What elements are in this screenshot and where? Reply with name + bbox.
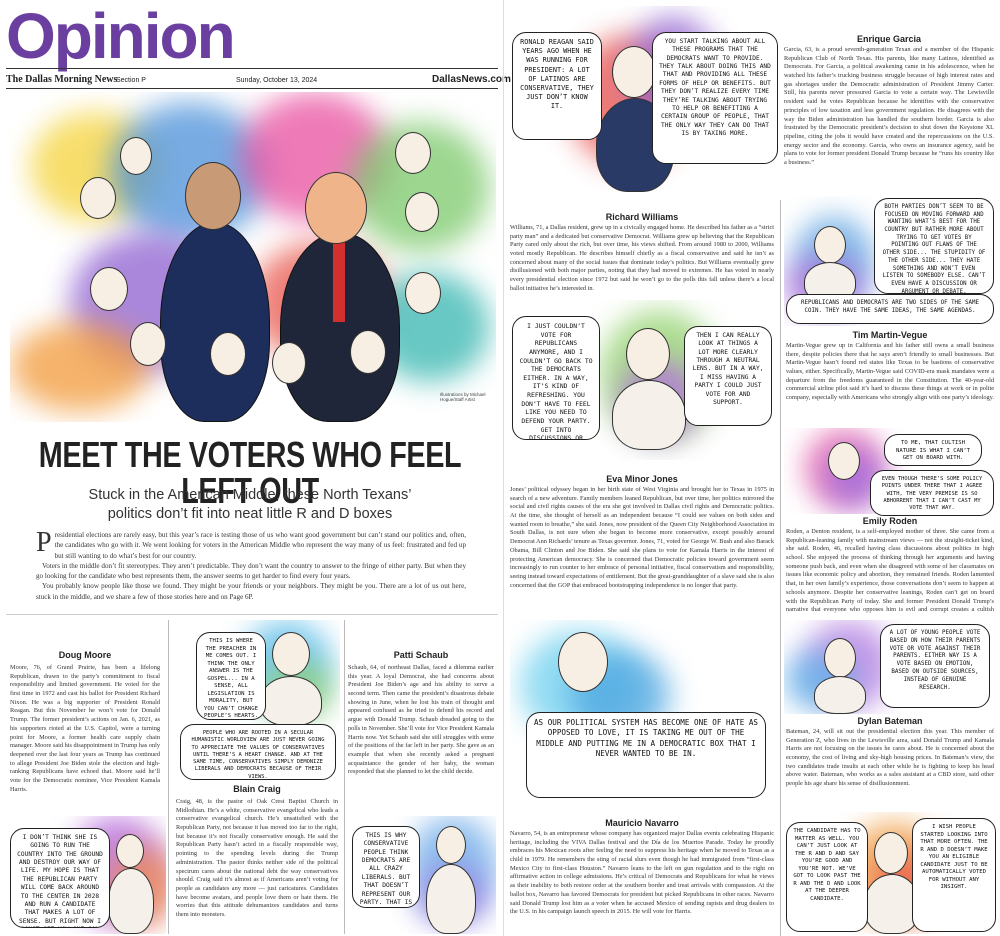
craig-name: Blain Craig	[233, 784, 281, 794]
schaub-illustration	[348, 816, 496, 934]
section-title: Opinion	[6, 0, 236, 72]
voter-head-7	[130, 322, 166, 366]
williams-bio: Williams, 71, a Dallas resident, grew up…	[510, 224, 774, 292]
moore-body	[108, 868, 154, 934]
roden-name: Emily Roden	[862, 516, 918, 526]
craig-head	[272, 632, 310, 676]
masthead-bottom-rule	[6, 88, 498, 89]
section-label: Section P	[116, 77, 146, 84]
schaub-head	[436, 826, 466, 864]
williams-quote-bubble-2: Then I can really look at things a lot m…	[684, 326, 772, 426]
bateman-head	[824, 638, 856, 678]
jones-bio: Jones’ political odyssey began in her bi…	[510, 486, 774, 589]
martin-name: Tim Martin-Vegue	[852, 330, 928, 340]
intro-dropcap: P	[36, 527, 52, 558]
williams-body	[612, 380, 686, 450]
jones-name: Eva Minor Jones	[606, 474, 678, 484]
roden-head	[828, 442, 860, 480]
navarro-quote-bubble-1: The candidate has to matter as well. You…	[786, 822, 868, 932]
main-headline: MEET THE VOTERS WHO FEEL LEFT OUT	[38, 434, 462, 511]
moore-head	[116, 834, 144, 868]
voter-head-3	[395, 132, 431, 174]
voter-head-5	[90, 267, 128, 311]
garcia-bio: Garcia, 63, is a proud seventh-generatio…	[784, 46, 994, 166]
schaub-name: Patti Schaub	[393, 650, 449, 660]
navarro-head	[874, 832, 908, 874]
roden-quote-bubble-2: Even though there’s some policy points u…	[870, 470, 994, 516]
navarro-quote-bubble-2: I wish people started looking into that …	[912, 818, 996, 932]
martin-illustration	[784, 196, 996, 326]
intro-bottom-rule	[6, 614, 498, 615]
voter-head-6	[405, 272, 441, 314]
voter-head-4	[405, 192, 439, 232]
harris-head	[185, 162, 241, 230]
column-divider	[344, 620, 345, 934]
garcia-head	[612, 46, 656, 98]
jones-quote-bubble: As our political system has become one o…	[526, 712, 766, 798]
intro-paragraph-3: You probably know people like those we f…	[36, 582, 466, 601]
williams-quote-bubble-1: I just couldn’t vote for Republicans any…	[512, 316, 600, 440]
bateman-body	[814, 676, 866, 714]
martin-head	[814, 226, 846, 264]
craig-bio: Craig, 48, is the pastor of Oak Crest Ba…	[176, 798, 338, 918]
column-divider	[168, 620, 169, 934]
navarro-bio: Navarro, 54, is an entrepreneur whose co…	[510, 830, 774, 916]
moore-name: Doug Moore	[58, 650, 112, 660]
martin-quote-bubble-1: Both parties don’t seem to be focused on…	[874, 198, 994, 294]
intro-paragraph-1: residential elections are rarely easy, b…	[54, 531, 466, 560]
schaub-quote-bubble: This is why conservative people think De…	[352, 826, 420, 908]
bateman-bio: Bateman, 24, will sit out the presidenti…	[786, 728, 994, 788]
intro-text: P residential elections are rarely easy,…	[36, 527, 466, 602]
group-illustration: Illustrations by Michael Hogue/Staff Art…	[10, 92, 496, 422]
roden-quote-bubble-1: To me, that cultish nature is what I can…	[884, 434, 982, 466]
jones-head	[558, 632, 608, 692]
martin-quote-bubble-2: Republicans and Democrats are two sides …	[786, 294, 994, 324]
bateman-illustration	[784, 620, 996, 714]
harris-figure	[160, 222, 270, 422]
page-divider	[503, 0, 504, 936]
williams-name: Richard Williams	[605, 212, 679, 222]
garcia-name: Enrique Garcia	[856, 34, 922, 44]
illustration-credit: Illustrations by Michael Hogue/Staff Art…	[440, 392, 486, 402]
watercolor-splash-orange	[10, 322, 150, 412]
website-name: DallasNews.com	[432, 74, 511, 85]
craig-body	[260, 676, 322, 726]
voter-head-8	[210, 332, 246, 376]
trump-figure	[280, 232, 400, 422]
voter-head-9	[272, 342, 306, 384]
deck-subheadline: Stuck in the American Middle, these Nort…	[88, 487, 412, 522]
trump-head	[305, 172, 367, 244]
martin-bio: Martin-Vegue grew up in California and h…	[786, 342, 994, 402]
schaub-body	[426, 864, 476, 934]
craig-quote-bubble-1: This is where the preacher in me comes o…	[196, 632, 266, 720]
issue-date: Sunday, October 13, 2024	[236, 77, 318, 84]
masthead-top-rule	[6, 68, 498, 69]
garcia-quote-bubble-2: You start talking about all these progra…	[652, 32, 778, 164]
intro-paragraph-2: Voters in the middle don’t fit stereotyp…	[36, 561, 466, 581]
trump-red-tie	[333, 242, 345, 322]
garcia-quote-bubble-1: Ronald Reagan said years ago when he was…	[512, 32, 602, 140]
moore-bio: Moore, 76, of Grand Prairie, has been a …	[10, 664, 160, 793]
voter-head-1	[80, 177, 116, 219]
moore-quote-bubble: I don’t think she is going to run the co…	[10, 828, 110, 928]
bateman-quote-bubble: A lot of young people vote based on how …	[880, 624, 990, 708]
voter-head-10	[350, 330, 386, 374]
bateman-name: Dylan Bateman	[857, 716, 923, 726]
navarro-name: Mauricio Navarro	[605, 818, 679, 828]
schaub-bio: Schaub, 64, of northeast Dallas, faced a…	[348, 664, 494, 776]
roden-bio: Roden, a Denton resident, is a self-empl…	[786, 528, 994, 614]
voter-head-2	[120, 137, 152, 175]
williams-head	[626, 328, 670, 380]
craig-quote-bubble-2: People who are rooted in a secular human…	[180, 724, 336, 780]
newspaper-name: The Dallas Morning News	[6, 74, 118, 85]
column-divider	[780, 200, 781, 936]
